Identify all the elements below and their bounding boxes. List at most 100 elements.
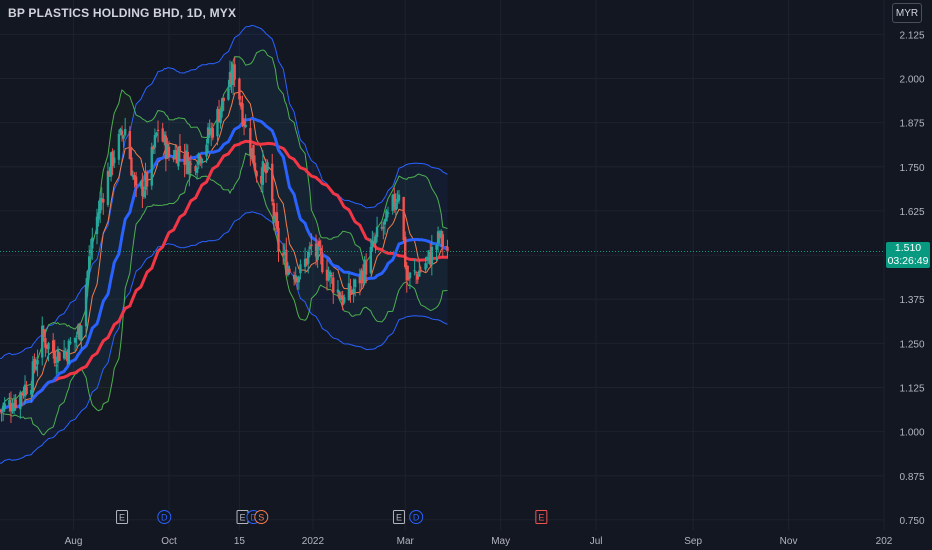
candle-body bbox=[77, 326, 80, 335]
event-label: D bbox=[413, 513, 420, 523]
candle-body bbox=[133, 175, 136, 180]
event-marker-dividend[interactable]: D bbox=[157, 510, 172, 524]
event-marker-dividend[interactable]: D bbox=[409, 510, 424, 524]
candle-body bbox=[386, 212, 390, 214]
candle-body bbox=[310, 244, 313, 247]
candle-body bbox=[314, 243, 318, 257]
candle-body bbox=[163, 134, 166, 143]
candle-body bbox=[263, 164, 266, 168]
currency-badge[interactable]: MYR bbox=[892, 3, 922, 23]
candle-body bbox=[64, 351, 67, 354]
candle-body bbox=[393, 194, 396, 207]
candle-body bbox=[117, 133, 121, 160]
candle-body bbox=[286, 266, 290, 275]
candle-body bbox=[294, 275, 297, 283]
price-axis[interactable]: 0.7500.8751.0001.1251.2501.3751.5001.625… bbox=[899, 30, 924, 527]
candle-body bbox=[34, 366, 38, 370]
candle-body bbox=[55, 365, 58, 367]
candle-body bbox=[271, 163, 274, 202]
candle-body bbox=[253, 162, 257, 172]
candle-body bbox=[350, 291, 354, 293]
y-tick-label: 1.125 bbox=[899, 384, 924, 395]
candle-body bbox=[241, 103, 244, 125]
candle-body bbox=[56, 349, 60, 363]
event-marker-earnings[interactable]: E bbox=[236, 510, 249, 524]
candle-body bbox=[230, 72, 233, 85]
candle-body bbox=[200, 158, 204, 164]
candle-body bbox=[106, 170, 110, 206]
candle-body bbox=[419, 270, 423, 272]
y-tick-label: 2.125 bbox=[899, 30, 924, 41]
event-label: E bbox=[396, 513, 402, 523]
candle-body bbox=[296, 277, 299, 283]
event-label: E bbox=[240, 513, 246, 523]
candle-body bbox=[152, 146, 155, 150]
earnings-icon bbox=[535, 510, 548, 524]
candle-body bbox=[111, 151, 114, 167]
candle-body bbox=[1, 406, 5, 412]
candle-body bbox=[220, 98, 224, 112]
envelope-lower-line bbox=[0, 211, 448, 464]
candle-body bbox=[266, 162, 269, 171]
candle-body bbox=[3, 403, 6, 410]
candle-body bbox=[228, 72, 232, 88]
x-tick-label: Mar bbox=[397, 536, 415, 547]
candle-body bbox=[131, 174, 135, 178]
candle-body bbox=[427, 250, 430, 257]
candle-body bbox=[130, 157, 133, 176]
candle-body bbox=[30, 389, 33, 395]
candle-body bbox=[142, 190, 146, 198]
candle-body bbox=[166, 144, 169, 159]
candle-body bbox=[394, 202, 398, 210]
symbol-title[interactable]: BP PLASTICS HOLDING BHD, 1D, MYX bbox=[8, 6, 237, 20]
candle-body bbox=[199, 155, 202, 162]
candle-body bbox=[197, 153, 200, 165]
candle-body bbox=[145, 171, 149, 187]
candle-body bbox=[260, 175, 263, 184]
candle-body bbox=[347, 283, 351, 301]
candle-body bbox=[316, 244, 319, 261]
candle-body bbox=[292, 275, 296, 280]
event-marker-earnings[interactable]: E bbox=[116, 510, 129, 524]
candle-body bbox=[9, 403, 13, 412]
candle-body bbox=[144, 172, 147, 190]
candle-body bbox=[98, 200, 102, 214]
candle-body bbox=[231, 66, 235, 86]
candle-body bbox=[288, 268, 291, 273]
candle-body bbox=[62, 350, 66, 359]
event-marker-earnings[interactable]: E bbox=[392, 510, 405, 524]
x-tick-label: 15 bbox=[234, 536, 246, 547]
last-price-value: 1.510 bbox=[894, 242, 922, 254]
candle-body bbox=[391, 195, 394, 211]
candle-body bbox=[242, 120, 246, 127]
candle-body bbox=[252, 144, 255, 164]
candle-body bbox=[45, 344, 49, 349]
candle-body bbox=[195, 167, 199, 173]
candle-body bbox=[339, 298, 343, 301]
event-marker-split[interactable]: S bbox=[254, 510, 269, 524]
candle-body bbox=[155, 132, 158, 136]
candle-body bbox=[42, 329, 46, 338]
candle-body bbox=[371, 240, 374, 247]
candle-body bbox=[167, 146, 171, 158]
candle-body bbox=[156, 129, 160, 131]
event-marker-earnings[interactable]: E bbox=[535, 510, 548, 524]
candle-body bbox=[86, 271, 89, 286]
candle-body bbox=[250, 148, 254, 159]
envelope-fill bbox=[0, 25, 448, 464]
event-label: D bbox=[250, 513, 257, 523]
time-axis[interactable]: Aug Oct 15 2022 Mar May Jul Sep Nov 202 bbox=[65, 536, 893, 547]
candle-body bbox=[139, 181, 143, 187]
earnings-icon bbox=[392, 510, 405, 524]
y-tick-label: 2.000 bbox=[899, 75, 924, 86]
candle-body bbox=[33, 358, 36, 369]
candle-body bbox=[58, 352, 61, 361]
candle-body bbox=[0, 410, 2, 412]
candle-body bbox=[325, 269, 329, 281]
y-tick-label: 0.875 bbox=[899, 472, 924, 483]
candle-body bbox=[141, 179, 144, 197]
candle-body bbox=[14, 399, 17, 409]
candle-body bbox=[441, 234, 444, 247]
